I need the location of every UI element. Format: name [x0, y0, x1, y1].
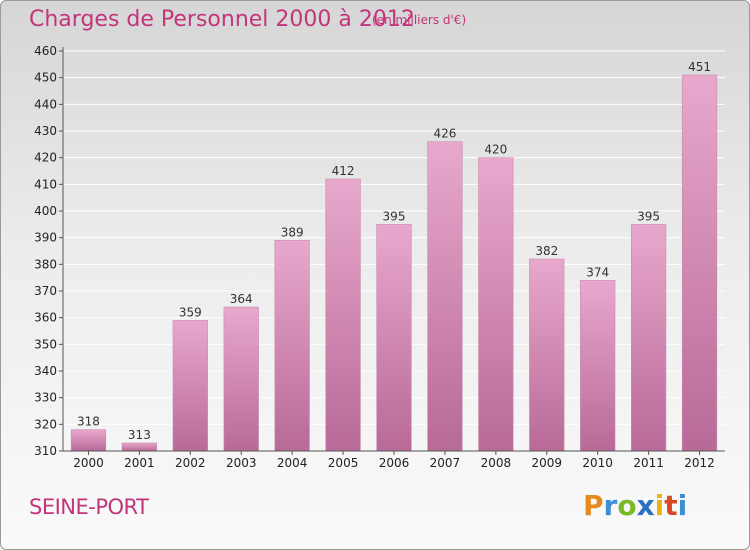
x-tick-label: 2012	[684, 456, 715, 470]
data-label: 359	[179, 305, 202, 319]
y-tick-label: 400	[34, 204, 57, 218]
data-label: 395	[637, 209, 660, 223]
x-tick-label: 2000	[73, 456, 104, 470]
bar-2012	[681, 74, 718, 452]
bar-2000	[70, 429, 107, 452]
y-tick-label: 410	[34, 177, 57, 191]
proxiti-logo: Proxiti	[583, 489, 687, 522]
data-label: 420	[484, 143, 507, 157]
x-tick-label: 2011	[633, 456, 664, 470]
x-tick-label: 2005	[328, 456, 359, 470]
y-tick-label: 360	[34, 311, 57, 325]
bar-2009	[529, 258, 565, 452]
bar-2003	[223, 306, 259, 452]
y-tick-label: 330	[34, 391, 57, 405]
bar-2011	[631, 224, 667, 452]
x-tick-label: 2009	[531, 456, 562, 470]
x-tick-label: 2008	[481, 456, 512, 470]
y-tick-label: 350	[34, 337, 57, 351]
chart-title: Charges de Personnel 2000 à 2012	[29, 7, 415, 32]
data-label: 412	[332, 164, 355, 178]
y-tick-label: 460	[34, 44, 57, 58]
bar-2007	[427, 141, 463, 452]
logo-letter: t	[664, 489, 678, 522]
data-label: 389	[281, 225, 304, 239]
logo-letter: o	[617, 489, 637, 522]
bar-2008	[478, 157, 514, 452]
y-tick-label: 370	[34, 284, 57, 298]
logo-letter: r	[603, 489, 618, 522]
labels: 310 320 330 340 350 360 370 380 390 400 410 420 430 4…	[34, 44, 715, 470]
y-tick-label: 440	[34, 97, 57, 111]
y-tick-label: 390	[34, 231, 57, 245]
y-tick-label: 430	[34, 124, 57, 138]
x-tick-label: 2001	[124, 456, 155, 470]
y-tick-label: 310	[34, 444, 57, 458]
location-label: SEINE-PORT	[29, 495, 149, 519]
bar-2005	[325, 178, 361, 452]
data-label: 426	[433, 127, 456, 141]
chart-subtitle: (en milliers d'€)	[372, 13, 467, 27]
y-tick-label: 420	[34, 151, 57, 165]
x-tick-label: 2007	[430, 456, 461, 470]
logo-letter: i	[677, 489, 688, 522]
logo-letter: x	[636, 489, 655, 522]
bars	[70, 74, 718, 452]
bar-2002	[172, 320, 208, 452]
y-tick-label: 340	[34, 364, 57, 378]
bar-2006	[376, 224, 412, 452]
data-label: 382	[535, 244, 558, 258]
bar-2001	[121, 442, 157, 452]
logo-letter: i	[654, 489, 665, 522]
y-tick-label: 320	[34, 417, 57, 431]
y-tick-label: 450	[34, 71, 57, 85]
x-tick-label: 2006	[379, 456, 410, 470]
data-label: 364	[230, 292, 253, 306]
y-tick-label: 380	[34, 257, 57, 271]
data-label: 451	[688, 60, 711, 74]
x-tick-label: 2002	[175, 456, 206, 470]
x-tick-label: 2004	[277, 456, 308, 470]
x-tick-label: 2003	[226, 456, 257, 470]
data-label: 374	[586, 265, 609, 279]
data-label: 318	[77, 415, 100, 429]
bar-2010	[580, 280, 616, 452]
data-label: 395	[383, 209, 406, 223]
data-label: 313	[128, 428, 151, 442]
x-tick-label: 2010	[582, 456, 613, 470]
logo-letter: P	[583, 489, 604, 522]
axes	[59, 47, 725, 455]
bar-2004	[274, 240, 310, 452]
